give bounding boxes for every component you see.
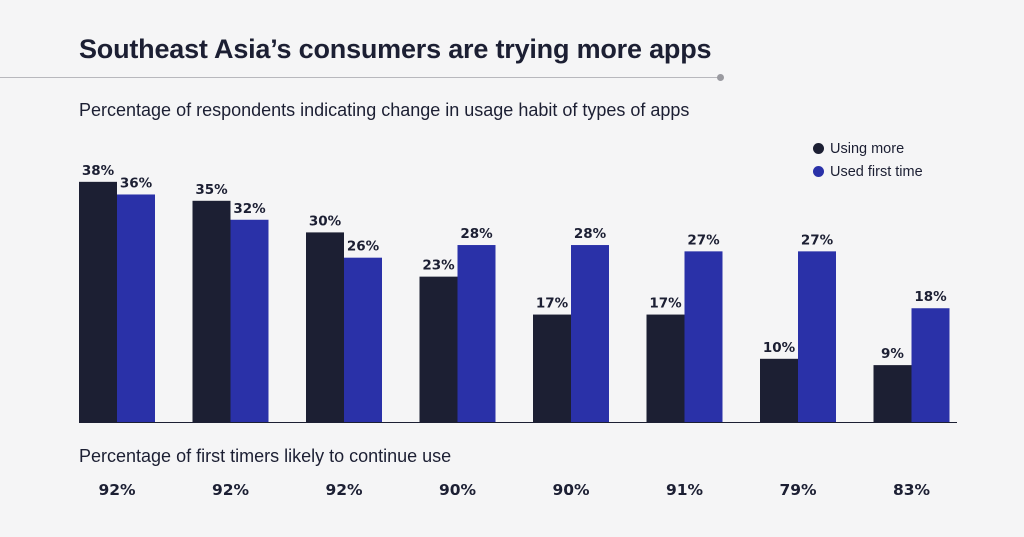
data-label-using-more: 9% [881, 346, 904, 362]
continue-use-value: 92% [98, 481, 136, 499]
continue-use-value: 90% [552, 481, 590, 499]
bar-used-first-time [571, 245, 609, 422]
data-label-used-first-time: 32% [233, 201, 266, 217]
bar-used-first-time [230, 219, 269, 422]
data-label-used-first-time: 28% [574, 226, 607, 242]
data-label-using-more: 30% [309, 213, 342, 229]
bar-using-more [646, 314, 685, 422]
bar-using-more [533, 314, 571, 422]
data-label-using-more: 10% [763, 340, 796, 356]
bar-using-more [192, 200, 231, 422]
bar-using-more [306, 232, 344, 422]
chart-title: Southeast Asia’s consumers are trying mo… [79, 34, 712, 64]
bar-using-more [79, 181, 117, 422]
data-label-used-first-time: 27% [801, 232, 834, 248]
legend: Using more Used first time [813, 137, 923, 183]
legend-label-using-more: Using more [830, 140, 905, 157]
chart-subtitle: Percentage of respondents indicating cha… [79, 100, 690, 120]
continue-use-row: 92% 92% 92% 90% 90% 91% 79% 83% [0, 481, 1024, 505]
continue-use-value: 92% [211, 481, 250, 499]
divider-dot [717, 74, 724, 81]
bar-used-first-time [798, 251, 836, 422]
legend-swatch-using-more [813, 143, 824, 154]
data-label-used-first-time: 28% [460, 226, 493, 242]
title-divider [0, 77, 721, 78]
data-label-used-first-time: 26% [347, 239, 380, 255]
legend-item-using-more: Using more [813, 137, 923, 160]
data-label-using-more: 23% [422, 258, 455, 274]
legend-item-used-first-time: Used first time [813, 160, 923, 183]
data-label-using-more: 35% [195, 182, 228, 198]
continue-use-title: Percentage of first timers likely to con… [79, 446, 452, 466]
bar-used-first-time [684, 251, 723, 422]
continue-use-value: 90% [438, 481, 477, 499]
data-label-using-more: 38% [82, 163, 115, 179]
data-label-using-more: 17% [536, 296, 569, 312]
legend-label-used-first-time: Used first time [830, 163, 923, 180]
data-label-used-first-time: 36% [120, 175, 153, 191]
legend-swatch-used-first-time [813, 166, 824, 177]
bar-used-first-time [457, 245, 496, 422]
continue-use-value: 83% [892, 481, 931, 499]
continue-use-value: 91% [665, 481, 704, 499]
bar-using-more [419, 276, 458, 422]
bar-used-first-time [344, 257, 382, 422]
data-label-used-first-time: 18% [914, 289, 947, 305]
continue-use-value: 92% [325, 481, 363, 499]
data-label-used-first-time: 27% [687, 232, 720, 248]
continue-use-value: 79% [779, 481, 817, 499]
bar-chart: 38% 36% 35% 32% 30% 26% 23% 28% 17% 28% 17% 27% 10% 2… [79, 163, 957, 423]
bar-using-more [873, 365, 912, 422]
data-label-using-more: 17% [649, 296, 682, 312]
bar-used-first-time [911, 308, 950, 422]
bar-used-first-time [117, 194, 155, 422]
bar-using-more [760, 358, 798, 422]
